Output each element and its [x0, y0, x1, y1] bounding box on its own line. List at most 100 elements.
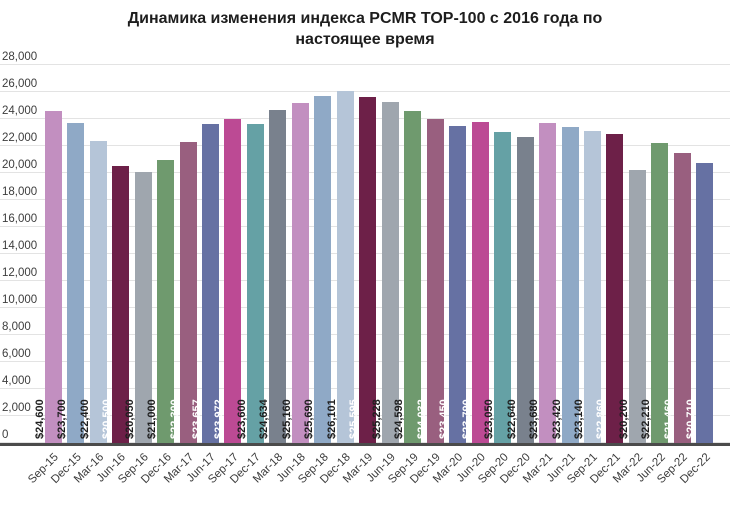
bar: $24,032: [416, 118, 444, 443]
bar: $22,300: [169, 141, 197, 443]
bar-slot: $23,790: [461, 65, 491, 443]
bar-slot: $26,101: [326, 65, 356, 443]
y-tick-label: 26,000: [2, 77, 38, 90]
bar: $25,228: [371, 102, 399, 443]
bar-slot: $23,657: [191, 65, 221, 443]
bar-value-label: $22,640: [505, 399, 518, 439]
bar-slot: $25,228: [371, 65, 401, 443]
bar-value-label: $22,860: [595, 399, 608, 439]
x-axis-line: [0, 443, 730, 446]
bar: $24,598: [393, 110, 422, 443]
bar-value-label: $23,790: [460, 399, 473, 439]
bar-slot: $23,700: [56, 65, 86, 443]
bar-value-label: $20,500: [101, 399, 114, 439]
bar-value-label: $23,972: [213, 399, 226, 439]
bar-value-label: $25,595: [348, 399, 361, 439]
chart-title: Динамика изменения индекса PCMR TOP-100 …: [127, 10, 603, 48]
bar: $25,160: [281, 103, 309, 443]
bar: $25,595: [348, 97, 377, 443]
bar-slot: $22,640: [506, 65, 536, 443]
bar: $23,790: [461, 121, 489, 443]
bar-slot: $24,032: [416, 65, 446, 443]
bar-value-label: $22,210: [640, 399, 653, 439]
gridline: [0, 64, 730, 65]
y-tick-label: 22,000: [2, 131, 38, 144]
y-tick-label: 6,000: [2, 347, 31, 360]
bar: $23,140: [573, 130, 601, 443]
bar: $25,690: [303, 96, 332, 443]
y-tick-label: 14,000: [2, 239, 38, 252]
bar: $23,420: [551, 126, 579, 443]
bar-slot: $20,200: [618, 65, 648, 443]
bar-slot: $22,300: [169, 65, 199, 443]
bar-slot: $23,140: [573, 65, 603, 443]
x-labels-row: Sep-15 Dec-15 Mar-16 Jun-16 Sep-16 Dec-16 Mar-…: [26, 447, 716, 499]
y-tick-label: 18,000: [2, 185, 38, 198]
bar-slot: $23,680: [528, 65, 558, 443]
bar-slot: $20,500: [101, 65, 131, 443]
bar: $23,600: [236, 124, 264, 443]
bar: $21,460: [663, 153, 691, 443]
bar: $23,700: [56, 123, 85, 443]
bar-slot: $23,600: [236, 65, 266, 443]
bar-slot: $20,050: [124, 65, 154, 443]
plot-area: 0 2,000 4,000 6,000 8,000 10,000 12,000 14,000 1…: [0, 51, 730, 443]
bar: $26,101: [326, 90, 354, 443]
bar-value-label: $20,200: [617, 399, 630, 439]
y-tick-label: 0: [2, 428, 9, 441]
bar-value-label: $20,050: [123, 399, 136, 439]
bar-value-label: $24,032: [415, 399, 428, 439]
bar-value-label: $21,000: [146, 399, 159, 439]
bar-value-label: $22,300: [168, 399, 181, 439]
bar-slot: $23,050: [483, 65, 513, 443]
bar-value-label: $23,700: [56, 399, 69, 439]
bar: $23,680: [528, 123, 557, 443]
y-tick-label: 10,000: [2, 293, 38, 306]
bar-value-label: $24,634: [258, 399, 271, 439]
bar: $22,400: [79, 140, 107, 443]
bar: $23,450: [438, 126, 467, 443]
bar-slot: $24,598: [393, 65, 424, 443]
y-tick-label: 20,000: [2, 158, 38, 171]
bars-row: $24,600 $23,700 $22,400 $20,500 $20,050 $21,0…: [34, 65, 716, 443]
bar-value-label: $25,228: [370, 399, 383, 439]
bar: $21,000: [146, 159, 175, 443]
bar-value-label: $25,690: [303, 399, 316, 439]
bar-slot: $23,972: [213, 65, 244, 443]
bar-value-label: $24,600: [33, 399, 46, 439]
bar-slot: $21,000: [146, 65, 176, 443]
bar-slot: $21,460: [663, 65, 693, 443]
bar-value-label: $20,710: [685, 399, 698, 439]
bar-slot: $24,634: [258, 65, 289, 443]
bar: $20,710: [685, 163, 714, 443]
bar-slot: $25,160: [281, 65, 311, 443]
bar-value-label: $26,101: [325, 399, 338, 439]
bar-value-label: $23,140: [572, 399, 585, 439]
bar-slot: $25,690: [303, 65, 334, 443]
bar: $24,600: [34, 110, 62, 443]
bar-value-label: $23,657: [191, 399, 204, 439]
bar-value-label: $25,160: [280, 399, 293, 439]
bar: $23,972: [213, 119, 242, 443]
bar-slot: $22,210: [640, 65, 671, 443]
bar-value-label: $21,460: [662, 399, 675, 439]
bar-slot: $23,420: [551, 65, 581, 443]
y-tick-label: 4,000: [2, 374, 31, 387]
bar-slot: $22,400: [79, 65, 109, 443]
y-tick-label: 28,000: [2, 50, 38, 63]
bar-value-label: $23,600: [235, 399, 248, 439]
bar-value-label: $23,680: [528, 399, 541, 439]
bar-slot: $23,450: [438, 65, 468, 443]
gridline: [0, 91, 730, 92]
bar: $20,050: [124, 172, 152, 443]
y-tick-label: 12,000: [2, 266, 38, 279]
y-tick-label: 2,000: [2, 401, 31, 414]
bar-slot: $25,595: [348, 65, 379, 443]
x-label-slot: Dec-22: [678, 447, 716, 499]
y-tick-label: 16,000: [2, 212, 38, 225]
bar: $20,200: [618, 170, 646, 443]
bar: $23,050: [483, 131, 512, 443]
bar-slot: $22,860: [595, 65, 626, 443]
bar: $22,860: [595, 134, 624, 443]
